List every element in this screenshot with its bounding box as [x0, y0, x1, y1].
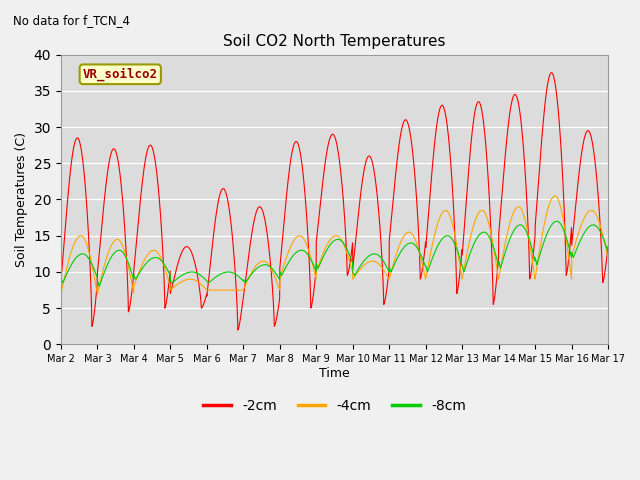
Legend: -2cm, -4cm, -8cm: -2cm, -4cm, -8cm [198, 394, 472, 419]
X-axis label: Time: Time [319, 367, 350, 380]
Text: VR_soilco2: VR_soilco2 [83, 68, 158, 81]
Text: No data for f_TCN_4: No data for f_TCN_4 [13, 14, 130, 27]
Title: Soil CO2 North Temperatures: Soil CO2 North Temperatures [223, 34, 445, 49]
Y-axis label: Soil Temperatures (C): Soil Temperatures (C) [15, 132, 28, 267]
